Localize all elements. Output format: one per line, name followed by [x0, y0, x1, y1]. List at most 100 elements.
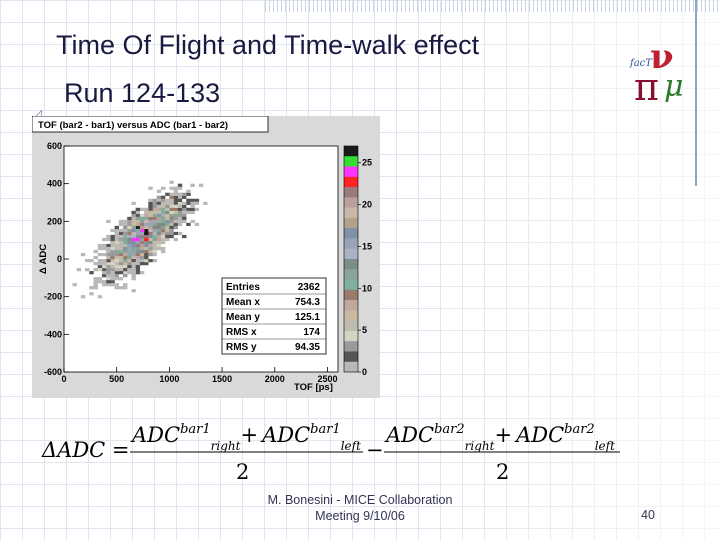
colorbar-segment: [344, 289, 358, 301]
heatmap-cell: [152, 231, 157, 236]
heatmap-cell: [152, 207, 157, 211]
heatmap-cell: [114, 286, 119, 290]
heatmap-cell: [101, 265, 107, 269]
heatmap-cell: [135, 216, 141, 221]
heatmap-cell: [135, 210, 141, 214]
heatmap-cell: [177, 198, 183, 202]
heatmap-cell: [173, 231, 179, 236]
heatmap-cell: [165, 204, 170, 208]
formula-denominator-1: 2: [236, 460, 249, 484]
colorbar-segment: [344, 197, 358, 208]
heatmap-cell: [114, 283, 119, 287]
heatmap-cell: [152, 237, 157, 242]
heatmap-cell: [152, 198, 157, 202]
heatmap-cell: [144, 216, 149, 221]
heatmap-cell: [97, 280, 103, 284]
heatmap-cell: [182, 216, 187, 221]
heatmap-cell: [160, 216, 166, 221]
heatmap-cell: [144, 255, 149, 260]
heatmap-cell: [118, 286, 124, 290]
heatmap-cell: [114, 255, 119, 260]
heatmap-cell: [110, 237, 115, 242]
formula-denominator-2: 2: [496, 460, 509, 484]
heatmap-cell: [173, 216, 179, 221]
heatmap-cell: [139, 234, 145, 239]
heatmap-cell: [165, 228, 170, 233]
heatmap-cell: [148, 204, 153, 208]
heatmap-cell: [106, 249, 111, 254]
heatmap-cell: [156, 204, 162, 208]
heatmap-cell: [160, 222, 166, 227]
heatmap-cell: [106, 271, 111, 275]
heatmap-cell: [148, 207, 153, 211]
heatmap-cell: [106, 255, 111, 260]
heatmap-cell: [165, 207, 170, 211]
heatmap-cell: [194, 222, 200, 227]
heatmap-cell: [148, 252, 153, 257]
heatmap-cell: [144, 259, 149, 263]
colorbar-segment: [344, 176, 358, 188]
x-tick-label: 1500: [212, 374, 232, 384]
heatmap-cell: [139, 243, 145, 248]
heatmap-cell: [152, 225, 157, 230]
heatmap-cell: [127, 255, 132, 260]
heatmap-cell: [131, 201, 136, 205]
heatmap-cell: [152, 213, 157, 218]
heatmap-cell: [123, 240, 128, 245]
heatmap-cell: [85, 259, 90, 263]
bullet-mark-icon: ◿: [32, 106, 42, 121]
heatmap-cell: [97, 277, 103, 281]
formula-plus-1: +: [240, 423, 258, 447]
heatmap-cell: [135, 237, 141, 242]
heatmap-cell: [131, 225, 136, 230]
heatmap-cell: [114, 240, 119, 245]
heatmap-cell: [156, 219, 162, 224]
heatmap-cell: [173, 198, 179, 202]
formula-bar1-sup-1: bar1: [180, 422, 211, 437]
heatmap-cell: [160, 246, 166, 251]
colorbar-segment: [344, 238, 358, 250]
colorbar-segment: [344, 361, 358, 373]
heatmap-cell: [135, 259, 141, 263]
heatmap-cell: [148, 186, 153, 190]
heatmap-cell: [131, 246, 136, 251]
heatmap-cell: [165, 225, 170, 230]
heatmap-cell: [148, 259, 153, 263]
heatmap-cell: [101, 252, 107, 257]
heatmap-cell: [144, 252, 149, 257]
heatmap-cell: [127, 262, 132, 266]
heatmap-cell: [160, 228, 166, 233]
heatmap-cell: [101, 268, 107, 272]
delta-adc-formula: ΔADC = ADCbar1right+ ADCbar1left 2 − ADCb…: [41, 422, 620, 484]
heatmap-cell: [131, 234, 136, 239]
heatmap-cell: [93, 268, 98, 272]
heatmap-cell: [173, 189, 179, 193]
y-tick-label: 600: [47, 141, 62, 151]
heatmap-cell: [169, 228, 174, 233]
heatmap-cell: [106, 219, 111, 224]
heatmap-cell: [123, 259, 128, 263]
plot-header-box: [32, 116, 269, 133]
heatmap-cell: [182, 192, 187, 196]
colorbar-segment: [344, 330, 358, 342]
colorbar-segment: [344, 228, 358, 239]
stats-label: RMS y: [226, 342, 257, 353]
heatmap-cell: [160, 240, 166, 245]
heatmap-cell: [139, 237, 145, 242]
heatmap-cell: [169, 222, 174, 227]
heatmap-cell: [190, 204, 195, 208]
heatmap-cell: [144, 231, 149, 236]
heatmap-cell: [131, 219, 136, 224]
colorbar-segment: [344, 310, 358, 321]
colorbar: [343, 145, 359, 373]
heatmap-cell: [127, 234, 132, 239]
formula-bar2-sup-2: bar2: [564, 422, 595, 437]
heatmap-cell: [106, 234, 111, 239]
stats-label: Mean y: [226, 312, 260, 323]
heatmap-cell: [131, 255, 136, 260]
heatmap-cell: [123, 228, 128, 233]
heatmap-cell: [131, 240, 136, 245]
heatmap-cell: [127, 249, 132, 254]
heatmap-cell: [131, 249, 136, 254]
heatmap-cell: [114, 277, 119, 281]
